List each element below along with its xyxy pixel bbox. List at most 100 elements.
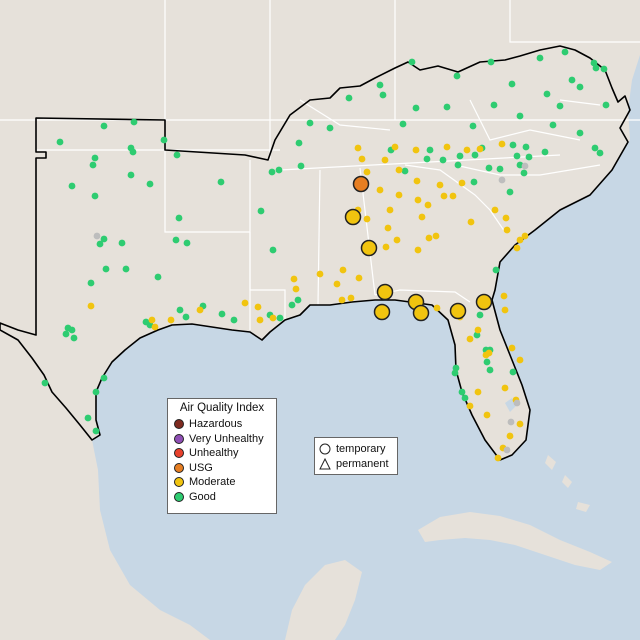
- monitor-marker: [498, 176, 506, 184]
- temporary-monitor-marker: [373, 303, 391, 321]
- monitor-marker: [395, 166, 403, 174]
- monitor-marker: [501, 306, 509, 314]
- monitor-marker: [230, 316, 238, 324]
- monitor-marker: [358, 155, 366, 163]
- monitor-marker: [183, 239, 191, 247]
- legend-label: Hazardous: [189, 418, 243, 431]
- monitor-marker: [384, 224, 392, 232]
- monitor-marker: [292, 285, 300, 293]
- monitor-marker: [474, 326, 482, 334]
- monitor-marker: [513, 244, 521, 252]
- monitor-marker: [458, 388, 466, 396]
- monitor-marker: [102, 265, 110, 273]
- monitor-marker: [506, 432, 514, 440]
- monitor-marker: [516, 356, 524, 364]
- monitor-marker: [576, 83, 584, 91]
- monitor-marker: [596, 149, 604, 157]
- monitor-marker: [516, 236, 524, 244]
- monitor-marker: [508, 344, 516, 352]
- monitor-marker: [476, 145, 484, 153]
- monitor-marker: [379, 91, 387, 99]
- monitor-marker: [154, 273, 162, 281]
- monitor-marker: [363, 215, 371, 223]
- temporary-monitor-marker: [360, 239, 378, 257]
- monitor-marker: [268, 168, 276, 176]
- monitor-marker: [491, 206, 499, 214]
- monitor-marker: [501, 384, 509, 392]
- monitor-marker: [130, 118, 138, 126]
- monitor-marker: [62, 330, 70, 338]
- legend-label: Unhealthy: [189, 447, 239, 460]
- monitor-marker: [521, 162, 529, 170]
- monitor-marker: [41, 379, 49, 387]
- monitor-marker: [469, 122, 477, 130]
- monitor-marker: [89, 161, 97, 169]
- monitor-marker: [100, 374, 108, 382]
- monitor-marker: [91, 154, 99, 162]
- monitor-marker: [288, 301, 296, 309]
- monitor-marker: [217, 178, 225, 186]
- monitor-marker: [393, 236, 401, 244]
- monitor-marker: [146, 180, 154, 188]
- monitor-marker: [297, 162, 305, 170]
- monitor-marker: [425, 234, 433, 242]
- monitor-marker: [316, 270, 324, 278]
- us-landmass: [0, 0, 640, 460]
- monitor-marker: [68, 182, 76, 190]
- monitor-marker: [376, 81, 384, 89]
- temporary-label: temporary: [336, 442, 386, 455]
- region-outline: [0, 45, 631, 461]
- monitor-marker: [483, 358, 491, 366]
- monitor-marker: [401, 167, 409, 175]
- monitor-marker: [418, 213, 426, 221]
- legend-item-usg: USG: [174, 461, 270, 476]
- monitor-marker: [432, 232, 440, 240]
- monitor-marker: [490, 101, 498, 109]
- monitor-marker: [295, 139, 303, 147]
- legend-label: Moderate: [189, 476, 236, 489]
- monitor-marker: [443, 103, 451, 111]
- circle-icon: [319, 443, 331, 454]
- monitor-marker: [492, 266, 500, 274]
- monitor-marker: [463, 146, 471, 154]
- monitor-marker: [381, 156, 389, 164]
- monitor-marker: [56, 138, 64, 146]
- legend-label: USG: [189, 461, 213, 474]
- monitor-marker: [376, 186, 384, 194]
- temporary-monitor-marker: [412, 304, 430, 322]
- monitor-marker: [254, 303, 262, 311]
- monitor-marker: [269, 314, 277, 322]
- monitor-marker: [506, 188, 514, 196]
- monitor-marker: [503, 226, 511, 234]
- monitor-marker: [176, 306, 184, 314]
- monitor-marker: [456, 152, 464, 160]
- state-borders: [0, 0, 640, 330]
- monitor-marker: [160, 136, 168, 144]
- monitor-marker: [513, 399, 521, 407]
- monitor-marker: [399, 120, 407, 128]
- monitor-marker: [363, 168, 371, 176]
- monitor-marker: [568, 76, 576, 84]
- monitor-marker: [338, 296, 346, 304]
- monitor-marker: [576, 129, 584, 137]
- monitor-marker: [474, 388, 482, 396]
- monitor-marker: [485, 349, 493, 357]
- mexico-landmass: [0, 330, 210, 640]
- monitor-marker: [87, 279, 95, 287]
- legend-label: Very Unhealthy: [189, 432, 264, 445]
- monitor-marker: [591, 144, 599, 152]
- monitor-marker: [423, 155, 431, 163]
- monitor-marker: [122, 265, 130, 273]
- monitor-marker: [256, 316, 264, 324]
- temporary-monitor-sites: [344, 175, 493, 322]
- monitor-marker: [498, 140, 506, 148]
- monitor-marker: [600, 65, 608, 73]
- temporary-monitor-marker: [344, 208, 362, 226]
- monitor-marker: [148, 316, 156, 324]
- monitor-marker: [391, 143, 399, 151]
- monitor-marker: [347, 294, 355, 302]
- monitor-marker: [196, 306, 204, 314]
- monitor-marker: [173, 151, 181, 159]
- monitor-marker: [96, 240, 104, 248]
